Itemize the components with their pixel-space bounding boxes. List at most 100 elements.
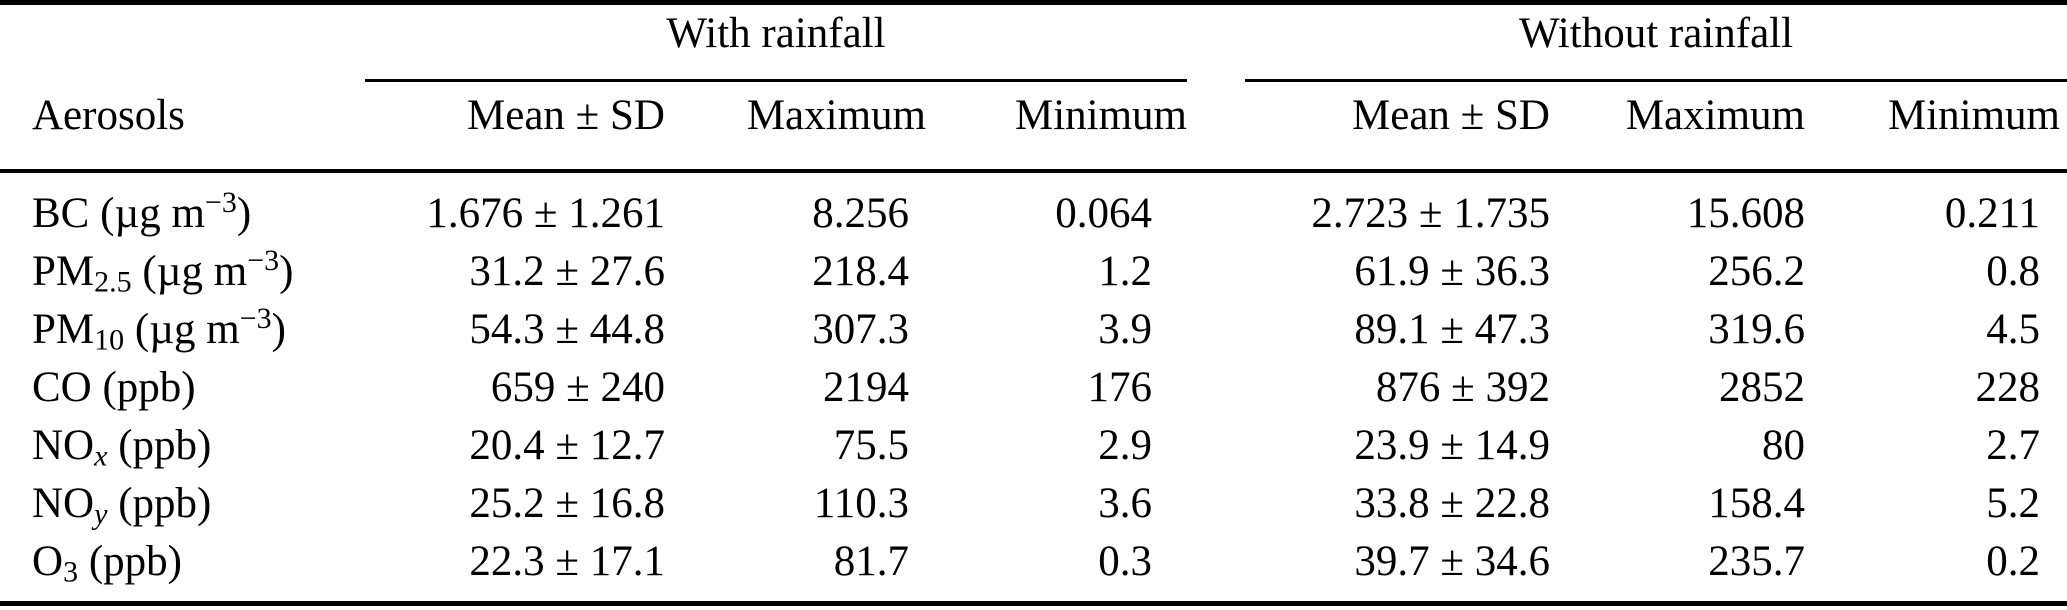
cell-maximum-with: 2194 [823,364,909,411]
unit-text: (ppb) [107,480,212,527]
species-name: NO [32,422,95,469]
column-header-maximum-with: Maximum [746,92,926,139]
column-header-maximum-without: Maximum [1625,92,1805,139]
cell-mean-sd-with: 659 ± 240 [490,364,665,411]
row-label: CO (ppb) [0,359,345,417]
cell-mean-sd-without: 39.7 ± 34.6 [1354,538,1550,585]
species-name: O [32,538,64,585]
table-top-rule [0,0,2067,5]
cell-mean-sd-with: 54.3 ± 44.8 [469,306,665,353]
species-name: CO [32,364,92,411]
cell-mean-sd-without: 61.9 ± 36.3 [1354,248,1550,295]
row-label: PM2.5 (µg m−3) [0,243,345,301]
cell-mean-sd-without: 33.8 ± 22.8 [1354,480,1550,527]
cell-maximum-with: 307.3 [812,306,909,353]
species-subscript: 10 [94,323,125,357]
row-spacer [2040,359,2067,417]
cell-minimum-without: 4.5 [1986,306,2040,353]
table-row: CO (ppb) 659 ± 240 2194 176 876 ± 392 28… [0,359,2067,417]
unit-text: (µg m [124,306,240,353]
cell-minimum-with: 0.064 [1055,190,1152,237]
species-subscript: 2.5 [94,265,132,299]
table-bottom-rule [0,601,2067,606]
species-name: PM [32,306,95,353]
table-row: BC (µg m−3) 1.676 ± 1.261 8.256 0.064 2.… [0,185,2067,243]
unit-exponent: −3 [204,186,237,219]
cell-maximum-without: 15.608 [1686,190,1805,237]
cell-maximum-with: 81.7 [833,538,909,585]
row-label: O3 (ppb) [0,533,345,591]
row-label: NOy (ppb) [0,475,345,533]
cell-minimum-without: 228 [1975,364,2041,411]
cell-minimum-without: 5.2 [1986,480,2040,527]
cell-maximum-without: 2852 [1719,364,1805,411]
species-subscript-italic: y [94,497,108,531]
row-spacer [2040,185,2067,243]
row-label: BC (µg m−3) [0,185,345,243]
cell-minimum-with: 2.9 [1098,422,1152,469]
unit-close: ) [279,248,294,295]
unit-text: (ppb) [78,538,182,585]
cell-mean-sd-with: 22.3 ± 17.1 [469,538,665,585]
column-header-minimum-without: Minimum [1887,92,2060,139]
unit-text: (µg m [131,248,248,295]
cell-minimum-with: 0.3 [1098,538,1152,585]
unit-text: (ppb) [107,422,212,469]
column-header-mean-sd-without: Mean ± SD [1352,92,1550,139]
cell-minimum-with: 176 [1087,364,1153,411]
unit-text: (µg m [89,190,205,237]
cell-minimum-without: 2.7 [1986,422,2040,469]
table-row: PM2.5 (µg m−3) 31.2 ± 27.6 218.4 1.2 61.… [0,243,2067,301]
cell-minimum-with: 1.2 [1098,248,1152,295]
cell-mean-sd-without: 2.723 ± 1.735 [1311,190,1550,237]
table-row: NOx (ppb) 20.4 ± 12.7 75.5 2.9 23.9 ± 14… [0,417,2067,475]
column-header-mean-sd-with: Mean ± SD [467,92,665,139]
species-name: PM [32,248,95,295]
cell-mean-sd-with: 20.4 ± 12.7 [469,422,665,469]
row-spacer [2040,301,2067,359]
group-header-without-rainfall: Without rainfall [1518,10,1794,57]
unit-text: (ppb) [91,364,196,411]
cell-maximum-with: 110.3 [813,480,909,527]
species-subscript: 3 [63,555,79,589]
cell-minimum-with: 3.9 [1098,306,1152,353]
column-header-row: Aerosols Mean ± SD Maximum Minimum Mean … [0,88,2067,144]
cell-maximum-without: 319.6 [1708,306,1805,353]
row-spacer [2040,417,2067,475]
cell-minimum-with: 3.6 [1098,480,1152,527]
column-header-aerosols: Aerosols [32,92,185,139]
cell-maximum-with: 75.5 [833,422,909,469]
cell-maximum-without: 235.7 [1708,538,1805,585]
unit-close: ) [271,306,286,353]
row-label: PM10 (µg m−3) [0,301,345,359]
species-name: BC [32,190,90,237]
cell-mean-sd-with: 25.2 ± 16.8 [469,480,665,527]
cell-maximum-without: 158.4 [1708,480,1805,527]
cell-mean-sd-with: 31.2 ± 27.6 [469,248,665,295]
cell-mean-sd-with: 1.676 ± 1.261 [426,190,665,237]
cell-maximum-with: 8.256 [812,190,909,237]
with-rainfall-underline-rule [365,79,1187,82]
unit-exponent: −3 [247,244,280,277]
cell-mean-sd-without: 23.9 ± 14.9 [1354,422,1550,469]
species-name: NO [32,480,95,527]
table-row: NOy (ppb) 25.2 ± 16.8 110.3 3.6 33.8 ± 2… [0,475,2067,533]
column-header-minimum-with: Minimum [1014,92,1187,139]
cell-mean-sd-without: 876 ± 392 [1375,364,1550,411]
species-subscript-italic: x [94,439,108,473]
cell-maximum-without: 80 [1762,422,1805,469]
unit-exponent: −3 [239,302,272,335]
header-bottom-rule [0,169,2067,173]
cell-mean-sd-without: 89.1 ± 47.3 [1354,306,1550,353]
group-header-with-rainfall: With rainfall [666,10,886,57]
cell-maximum-without: 256.2 [1708,248,1805,295]
unit-close: ) [236,190,252,237]
cell-minimum-without: 0.2 [1986,538,2040,585]
cell-maximum-with: 218.4 [812,248,909,295]
row-label: NOx (ppb) [0,417,345,475]
row-spacer [2040,533,2067,591]
row-spacer [2040,475,2067,533]
cell-minimum-without: 0.211 [1944,190,2040,237]
cell-minimum-without: 0.8 [1986,248,2040,295]
